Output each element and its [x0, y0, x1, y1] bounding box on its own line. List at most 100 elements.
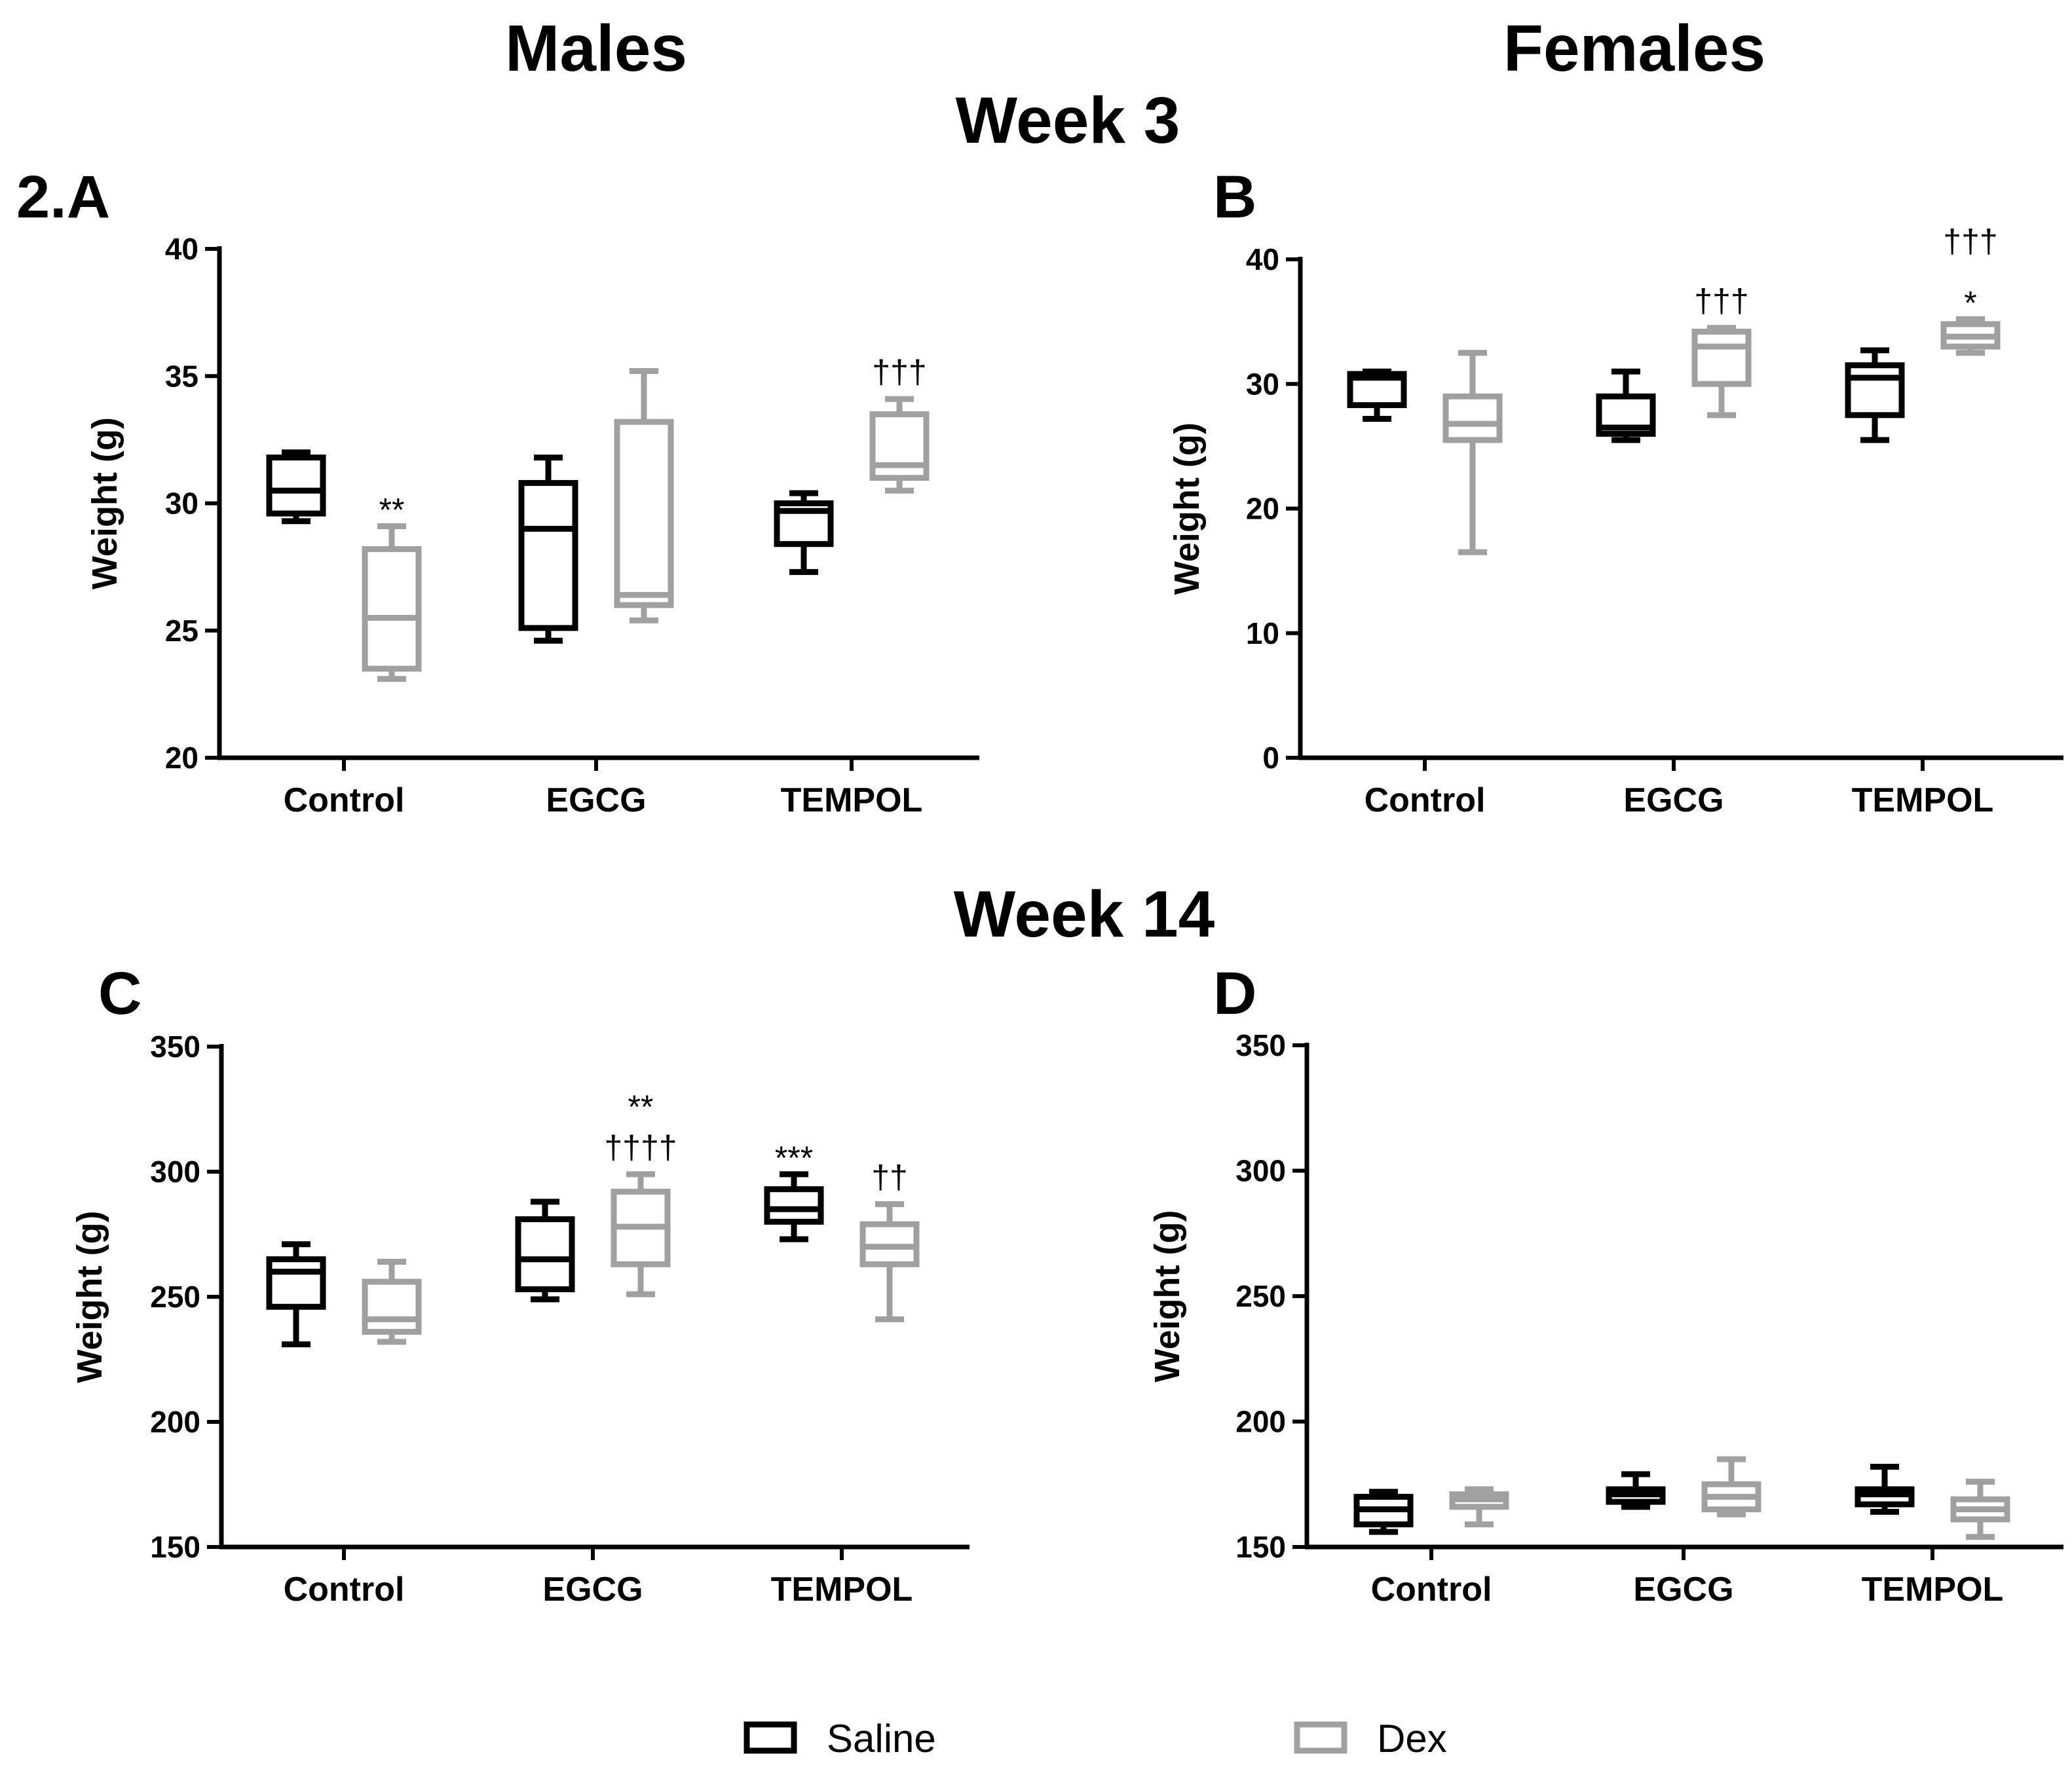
box-iqr	[362, 1278, 422, 1335]
box-saline-egcg	[515, 1199, 575, 1303]
y-tick-label: 150	[1235, 1530, 1286, 1564]
y-tick-label: 35	[165, 359, 198, 393]
category-label: EGCG	[1633, 1571, 1733, 1609]
box-iqr	[1596, 393, 1656, 437]
box-saline-control	[266, 1241, 326, 1348]
box-iqr	[774, 500, 834, 548]
panel-letter: 2.A	[16, 164, 110, 231]
category-label: TEMPOL	[771, 1571, 913, 1609]
box-iqr	[614, 419, 674, 608]
box-iqr	[1347, 371, 1407, 409]
box-saline-control	[266, 449, 326, 525]
panel-letter: B	[1213, 164, 1256, 231]
legend-dex-label: Dex	[1377, 1717, 1447, 1760]
y-tick-label: 40	[165, 232, 198, 266]
box-saline-tempol	[774, 490, 834, 575]
box-dex-control	[362, 523, 422, 682]
females-heading: Females	[1503, 12, 1765, 85]
box-saline-tempol	[1855, 1463, 1915, 1515]
category-label: EGCG	[1623, 781, 1724, 819]
significance-annotation: †††	[1943, 223, 1997, 259]
males-heading: Males	[505, 12, 687, 85]
y-axis-label: Weight (g)	[70, 1211, 109, 1383]
significance-annotation: †††	[872, 354, 926, 390]
y-tick-label: 350	[150, 1030, 200, 1064]
box-dex-tempol	[1950, 1478, 2010, 1540]
category-label: TEMPOL	[1862, 1571, 2004, 1609]
box-saline-egcg	[1596, 368, 1656, 443]
box-dex-control	[362, 1259, 422, 1345]
y-tick-label: 250	[150, 1280, 200, 1314]
category-label: Control	[284, 781, 405, 819]
box-dex-tempol	[869, 396, 930, 494]
box-saline-egcg	[1606, 1471, 1666, 1510]
category-label: Control	[1365, 781, 1486, 819]
y-tick-label: 200	[1235, 1405, 1286, 1439]
y-tick-label: 30	[1246, 367, 1279, 401]
box-saline-control	[1347, 368, 1407, 422]
significance-annotation: ††††	[604, 1129, 677, 1166]
box-dex-control	[1449, 1486, 1509, 1528]
box-iqr	[1691, 328, 1752, 387]
significance-annotation: *	[1964, 284, 1976, 321]
significance-annotation: ††	[871, 1159, 908, 1196]
week3-heading: Week 3	[956, 84, 1180, 157]
panel-a: 2.A 20 25 30 35 40 Weight (g) Control EGCG TEMPOL…	[16, 164, 979, 819]
y-tick-label: 20	[1246, 492, 1279, 526]
box-dex-egcg	[1691, 325, 1752, 419]
y-axis-label: Weight (g)	[1167, 422, 1207, 595]
category-label: EGCG	[542, 1571, 643, 1609]
category-label: Control	[284, 1571, 405, 1609]
y-tick-label: 350	[1235, 1028, 1286, 1062]
legend-dex-swatch	[1294, 1721, 1347, 1754]
y-tick-label: 150	[150, 1530, 200, 1564]
week14-heading: Week 14	[954, 878, 1215, 951]
legend: Saline Dex	[744, 1717, 1447, 1760]
box-iqr	[362, 546, 422, 672]
significance-annotation: **	[379, 491, 405, 528]
y-tick-label: 40	[1246, 242, 1279, 276]
legend-saline-label: Saline	[827, 1717, 936, 1760]
box-dex-egcg	[614, 367, 674, 624]
y-tick-label: 300	[150, 1155, 200, 1189]
box-iqr	[1442, 393, 1503, 443]
box-iqr	[266, 455, 326, 517]
category-label: EGCG	[546, 781, 646, 819]
box-saline-tempol	[764, 1171, 824, 1242]
category-label: Control	[1371, 1571, 1492, 1609]
box-dex-tempol	[1940, 316, 2001, 356]
panel-b: B 0 10 20 30 40 Weight (g) Control EGCG TEMPOL †††…	[1167, 164, 2063, 819]
y-tick-label: 250	[1235, 1279, 1286, 1313]
y-axis-label: Weight (g)	[1148, 1210, 1187, 1383]
box-dex-egcg	[611, 1171, 671, 1297]
box-iqr	[764, 1186, 824, 1225]
box-iqr	[869, 411, 930, 481]
legend-saline-swatch	[744, 1721, 797, 1754]
box-saline-tempol	[1845, 347, 1905, 443]
category-label: TEMPOL	[1852, 781, 1994, 819]
box-saline-egcg	[518, 455, 578, 644]
box-dex-egcg	[1701, 1456, 1761, 1518]
y-tick-label: 0	[1262, 741, 1279, 775]
box-iqr	[515, 1216, 575, 1293]
y-tick-label: 20	[165, 741, 198, 775]
panel-letter: D	[1213, 960, 1256, 1027]
panel-letter: C	[98, 960, 141, 1027]
y-tick-label: 10	[1246, 616, 1279, 650]
panel-c: C 150 200 250 300 350 Weight (g) Control EGCG TEM…	[70, 960, 970, 1609]
significance-annotation: †††	[1694, 283, 1748, 320]
panel-d: D 150 200 250 300 350 Weight (g) Control EGCG TEM…	[1148, 960, 2063, 1609]
box-iqr	[518, 479, 578, 631]
box-dex-control	[1442, 350, 1503, 555]
significance-annotation: **	[628, 1089, 654, 1125]
y-tick-label: 200	[150, 1405, 200, 1439]
box-iqr	[266, 1256, 326, 1310]
y-tick-label: 30	[165, 487, 198, 521]
significance-annotation: ***	[775, 1140, 813, 1176]
y-tick-label: 25	[165, 614, 198, 648]
box-iqr	[1845, 362, 1905, 419]
category-label: TEMPOL	[781, 781, 923, 819]
box-dex-tempol	[859, 1201, 920, 1322]
y-axis-label: Weight (g)	[85, 417, 124, 589]
